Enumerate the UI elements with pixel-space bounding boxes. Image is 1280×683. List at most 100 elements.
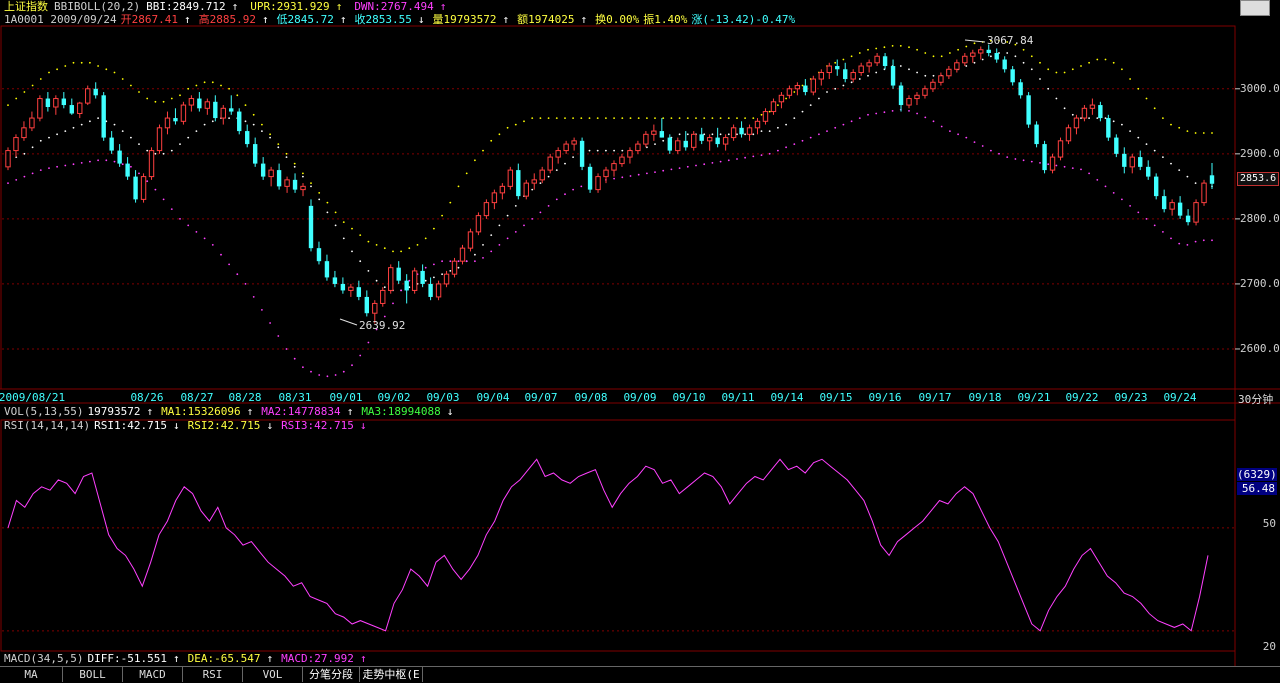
bbi-dot (842, 84, 845, 87)
dwn-dot (818, 133, 820, 136)
high-leader-line (964, 39, 986, 43)
date-axis-label: 09/21 (1017, 391, 1051, 404)
upr-dot (973, 42, 976, 45)
dwn-dot (1080, 168, 1082, 171)
candle-body-up (675, 140, 681, 152)
dwn-dot (252, 296, 255, 298)
dwn-value: DWN:2767.494 ↑ (354, 0, 447, 13)
dwn-dot (1047, 163, 1050, 166)
dwn-dot (334, 374, 337, 376)
upr-dot (416, 244, 419, 246)
candle-body-up (826, 65, 832, 74)
bbi-dot (1063, 107, 1066, 110)
dwn-dot (244, 283, 247, 285)
upr-dot (1129, 78, 1131, 80)
date-axis-label: 09/10 (672, 391, 706, 404)
upr-dot (326, 201, 329, 204)
bbi-dot (1104, 117, 1107, 119)
upr-dot (195, 84, 198, 87)
candle-body-down (1161, 196, 1167, 210)
candle-body-up (499, 185, 506, 194)
date-axis-label: 09/15 (819, 391, 853, 404)
tab-macd[interactable]: MACD (123, 667, 183, 682)
candle-body-up (539, 169, 545, 181)
dwn-dot (736, 158, 738, 160)
candle-body-down (1106, 118, 1111, 138)
upr-dot (990, 39, 992, 42)
tab-fenbi-segment[interactable]: 分笔分段 (303, 667, 360, 682)
dwn-dot (850, 120, 853, 123)
bbi-dot (596, 149, 599, 152)
candle-body-up (762, 111, 769, 122)
upr-dot (203, 81, 206, 84)
candle-body-down (69, 105, 74, 114)
dwn-dot (351, 364, 353, 367)
code-date: 1A0001 2009/09/24 (4, 13, 117, 26)
candle-body-down (898, 85, 904, 106)
candle-body-down (1209, 175, 1215, 184)
upr-dot (957, 48, 959, 51)
date-axis-label: 09/03 (426, 391, 460, 404)
tab-vol[interactable]: VOL (243, 667, 303, 682)
upr-value: UPR:2931.929 ↑ (250, 0, 343, 13)
dwn-dot (1202, 239, 1205, 242)
bbi-dot (719, 133, 722, 136)
indicator-header: 上证指数 BBIBOLL(20,2) BBI:2849.712 ↑ UPR:2931.9… (4, 0, 458, 14)
tab-boll[interactable]: BOLL (63, 667, 123, 682)
bbi-dot (441, 273, 443, 276)
bbi-dot (1121, 123, 1123, 126)
candle-body-up (914, 94, 920, 100)
bbi-dot (834, 87, 837, 90)
candle-body-up (794, 85, 801, 90)
dwn-dot (506, 237, 509, 240)
dwn-dot (195, 231, 198, 233)
bbi-dot (1096, 117, 1099, 119)
candle-body-up (37, 98, 43, 119)
tab-trend-center[interactable]: 走势中枢(E (360, 667, 423, 682)
bbi-dot (973, 61, 976, 64)
bbi-dot (261, 130, 263, 133)
candle-body-up (435, 283, 442, 298)
upr-dot (187, 87, 190, 90)
tab-rsi[interactable]: RSI (183, 667, 243, 682)
bbi-dot (1112, 120, 1115, 123)
candle-body-up (531, 179, 537, 184)
bbi-dot (121, 130, 124, 133)
bbi-dot (736, 133, 738, 136)
window-restore-button[interactable] (1240, 0, 1270, 16)
dwn-dot (498, 244, 501, 246)
upr-dot (72, 61, 75, 64)
date-axis-label: 09/01 (329, 391, 363, 404)
candle-body-up (786, 88, 793, 96)
current-price-tag: 2853.6 (1237, 172, 1280, 186)
high-value: 高2885.92 ↑ (198, 13, 269, 26)
date-axis-label: 09/02 (377, 391, 411, 404)
date-axis-label: 08/27 (180, 391, 214, 404)
dwn-dot (1211, 239, 1213, 242)
upr-dot (1194, 132, 1197, 134)
index-name: 上证指数 (4, 0, 48, 13)
upr-dot (605, 117, 607, 119)
dwn-dot (1153, 224, 1156, 227)
upr-dot (785, 97, 787, 100)
candle-body-up (874, 55, 880, 64)
upr-dot (727, 117, 730, 119)
bbi-dot (1170, 162, 1172, 165)
vol-label: VOL(5,13,55) (4, 405, 84, 418)
dwn-dot (1145, 218, 1148, 220)
bbi-dot (449, 270, 452, 272)
dwn-dot (621, 176, 624, 179)
upr-dot (654, 117, 656, 119)
upr-dot (433, 227, 435, 230)
bbi-dot (1178, 169, 1181, 172)
dwn-dot (539, 211, 542, 214)
upr-dot (1170, 123, 1172, 126)
bbi-dot (498, 224, 501, 227)
dwn-dot (179, 218, 181, 220)
tab-ma[interactable]: MA (0, 667, 63, 682)
dwn-dot (465, 260, 468, 263)
upr-dot (367, 240, 370, 243)
candle-body-up (1057, 140, 1064, 158)
low-annotation: 2639.92 (359, 319, 406, 332)
